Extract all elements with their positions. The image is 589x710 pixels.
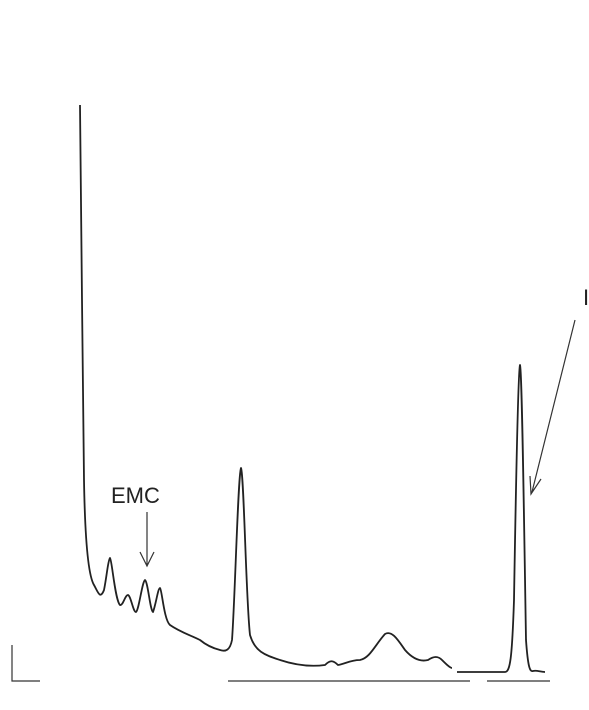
trace-is bbox=[457, 364, 546, 673]
trace-main bbox=[79, 104, 453, 669]
label-is: IS bbox=[583, 285, 589, 310]
arrow-is bbox=[529, 319, 576, 496]
label-emc: EMC bbox=[111, 483, 160, 508]
arrow-emc bbox=[139, 512, 155, 568]
scale-bracket bbox=[11, 645, 40, 682]
